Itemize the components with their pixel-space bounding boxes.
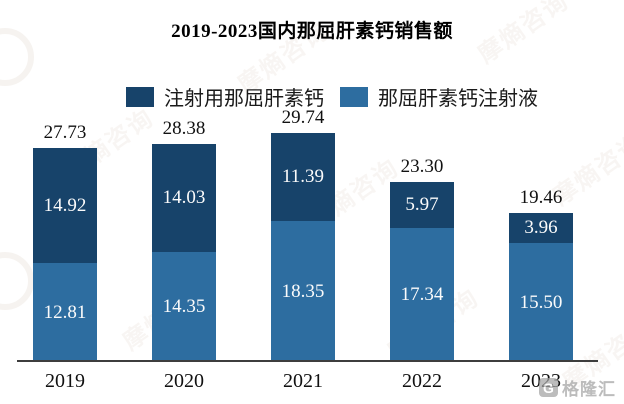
bar-segment-injection-powder: 3.96 — [509, 213, 573, 243]
bar-segment-injection-liquid: 15.50 — [509, 243, 573, 362]
bar-column-2019: 27.73 14.92 12.81 — [33, 122, 97, 362]
legend-swatch-dark — [126, 86, 154, 107]
chart-title: 2019-2023国内那屈肝素钙销售额 — [171, 21, 453, 42]
bar-segment-injection-liquid: 17.34 — [390, 228, 454, 362]
bar-segment-injection-powder: 11.39 — [271, 133, 335, 221]
x-axis-line — [17, 360, 598, 362]
x-axis-label-2021: 2021 — [283, 370, 323, 392]
legend-label-injection-powder: 注射用那屈肝素钙 — [164, 88, 324, 110]
legend: 注射用那屈肝素钙 那屈肝素钙注射液 — [0, 82, 624, 111]
gelonghui-logo: G 格隆汇 — [539, 375, 616, 400]
legend-item-injection-liquid: 那屈肝素钙注射液 — [340, 82, 538, 111]
gelonghui-logo-text: 格隆汇 — [562, 380, 616, 399]
bar-column-2020: 28.38 14.03 14.35 — [152, 118, 216, 362]
x-axis-label-2019: 2019 — [45, 370, 85, 392]
legend-label-injection-liquid: 那屈肝素钙注射液 — [378, 88, 538, 110]
total-value-label: 28.38 — [162, 118, 206, 139]
total-value-label: 29.74 — [281, 107, 325, 128]
bar-segment-injection-powder: 5.97 — [390, 182, 454, 228]
total-value-label: 23.30 — [400, 156, 444, 177]
x-axis-label-2020: 2020 — [164, 370, 204, 392]
bar-segment-injection-liquid: 18.35 — [271, 221, 335, 362]
legend-item-injection-powder: 注射用那屈肝素钙 — [126, 82, 324, 111]
bar-column-2023: 19.46 3.96 15.50 — [509, 187, 573, 362]
legend-swatch-light — [340, 86, 368, 107]
total-value-label: 19.46 — [519, 187, 563, 208]
bar-segment-injection-powder: 14.03 — [152, 144, 216, 252]
gelonghui-g-icon: G — [539, 378, 558, 397]
total-value-label: 27.73 — [43, 122, 87, 143]
bar-segment-injection-liquid: 14.35 — [152, 252, 216, 362]
x-axis-label-2022: 2022 — [402, 370, 442, 392]
bar-column-2021: 29.74 11.39 18.35 — [271, 107, 335, 362]
bar-segment-injection-liquid: 12.81 — [33, 263, 97, 362]
bar-column-2022: 23.30 5.97 17.34 — [390, 156, 454, 362]
bar-segment-injection-powder: 14.92 — [33, 148, 97, 263]
